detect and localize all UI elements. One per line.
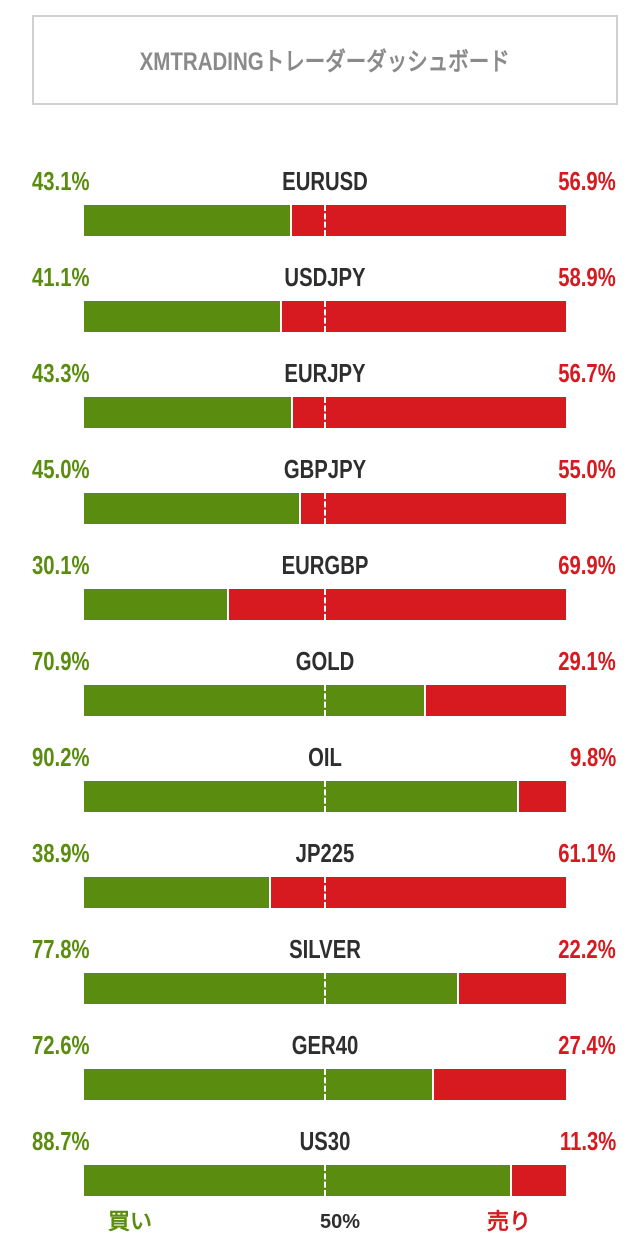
symbol-label: JP225 (295, 838, 355, 868)
buy-percent: 43.1% (32, 166, 90, 196)
sell-bar (84, 685, 566, 716)
pair-row: 30.1% EURGBP 69.9% (0, 550, 641, 646)
sell-percent: 56.7% (558, 358, 616, 388)
sell-percent: 9.8% (569, 742, 616, 772)
sell-bar (84, 1165, 566, 1196)
sell-percent: 29.1% (558, 646, 616, 676)
dashboard-title: XMTRADINGトレーダーダッシュボード (139, 48, 511, 76)
pair-row: 70.9% GOLD 29.1% (0, 646, 641, 742)
buy-bar (84, 397, 293, 428)
symbol-label: SILVER (289, 934, 361, 964)
symbol-label: USDJPY (284, 262, 366, 292)
buy-bar (84, 685, 426, 716)
midline-50 (324, 493, 326, 524)
buy-bar (84, 877, 272, 908)
symbol-label: US30 (299, 1126, 351, 1156)
sell-percent: 22.2% (558, 934, 616, 964)
buy-percent: 43.3% (32, 358, 90, 388)
legend-sell: 売り (487, 1209, 532, 1234)
symbol-label: EURGBP (281, 550, 369, 580)
sell-percent: 56.9% (558, 166, 616, 196)
buy-percent: 77.8% (32, 934, 90, 964)
buy-bar (84, 589, 230, 620)
symbol-label: OIL (308, 742, 342, 772)
sell-percent: 69.9% (558, 550, 616, 580)
pair-row: 43.1% EURUSD 56.9% (0, 166, 641, 262)
pair-row: 90.2% OIL 9.8% (0, 742, 641, 838)
buy-percent: 72.6% (32, 1030, 90, 1060)
legend-buy: 買い (108, 1209, 153, 1234)
midline-50 (324, 685, 326, 716)
dashboard-title-box: XMTRADINGトレーダーダッシュボード (32, 15, 618, 105)
midline-50 (324, 205, 326, 236)
pair-row: 43.3% EURJPY 56.7% (0, 358, 641, 454)
buy-bar (84, 205, 292, 236)
sell-bar (84, 301, 566, 332)
sell-bar (84, 877, 566, 908)
pair-row: 72.6% GER40 27.4% (0, 1030, 641, 1126)
sell-bar (84, 1069, 566, 1100)
midline-50 (324, 301, 326, 332)
symbol-label: GER40 (291, 1030, 359, 1060)
sell-bar (84, 973, 566, 1004)
buy-percent: 45.0% (32, 454, 90, 484)
pair-row: 38.9% JP225 61.1% (0, 838, 641, 934)
midline-50 (324, 589, 326, 620)
buy-percent: 41.1% (32, 262, 90, 292)
midline-50 (324, 877, 326, 908)
buy-bar (84, 973, 459, 1004)
midline-50 (324, 397, 326, 428)
pair-row: 41.1% USDJPY 58.9% (0, 262, 641, 358)
sell-percent: 55.0% (558, 454, 616, 484)
symbol-label: EURJPY (284, 358, 366, 388)
pair-row: 77.8% SILVER 22.2% (0, 934, 641, 1030)
symbol-label: GBPJPY (283, 454, 367, 484)
buy-bar (84, 1165, 512, 1196)
sell-percent: 27.4% (558, 1030, 616, 1060)
midline-50 (324, 781, 326, 812)
buy-bar (84, 493, 301, 524)
pair-row: 88.7% US30 11.3% (0, 1126, 641, 1222)
pair-row: 45.0% GBPJPY 55.0% (0, 454, 641, 550)
buy-percent: 90.2% (32, 742, 90, 772)
symbol-label: EURUSD (282, 166, 368, 196)
buy-bar (84, 781, 519, 812)
sell-percent: 58.9% (558, 262, 616, 292)
sell-bar (84, 781, 566, 812)
midline-50 (324, 1069, 326, 1100)
legend-50-percent: 50% (320, 1211, 361, 1233)
buy-percent: 38.9% (32, 838, 90, 868)
midline-50 (324, 973, 326, 1004)
symbol-label: GOLD (295, 646, 355, 676)
sell-bar (84, 493, 566, 524)
sell-bar (84, 589, 566, 620)
sell-bar (84, 397, 566, 428)
buy-bar (84, 1069, 434, 1100)
buy-percent: 88.7% (32, 1126, 90, 1156)
midline-50 (324, 1165, 326, 1196)
sell-percent: 61.1% (558, 838, 616, 868)
buy-bar (84, 301, 283, 332)
sell-percent: 11.3% (559, 1126, 616, 1156)
sell-bar (84, 205, 566, 236)
buy-percent: 70.9% (32, 646, 90, 676)
buy-percent: 30.1% (32, 550, 90, 580)
